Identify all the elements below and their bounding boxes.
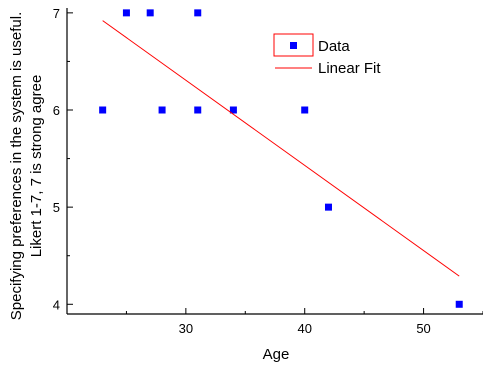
data-point xyxy=(158,106,166,114)
y-tick-label: 6 xyxy=(53,103,60,118)
data-point xyxy=(194,9,202,17)
x-tick-label: 40 xyxy=(297,321,311,336)
y-axis-title-line-1: Specifying preferences in the system is … xyxy=(8,12,25,320)
x-tick-label: 30 xyxy=(179,321,193,336)
data-point xyxy=(301,106,309,114)
data-point xyxy=(99,106,107,114)
x-tick-label: 50 xyxy=(416,321,430,336)
plot-area xyxy=(66,8,483,315)
legend-data-marker xyxy=(290,42,297,49)
data-point xyxy=(122,9,130,17)
data-point xyxy=(324,203,332,211)
data-point xyxy=(194,106,202,114)
data-point xyxy=(146,9,154,17)
legend: Data Linear Fit xyxy=(273,33,381,77)
legend-data-swatch-box xyxy=(273,33,314,57)
axis-ticks: 4 5 6 7 30 40 50 xyxy=(53,6,483,336)
y-axis-title-line-2: Likert 1-7, 7 is strong agree xyxy=(28,75,45,258)
data-point xyxy=(229,106,237,114)
data-marks xyxy=(99,9,463,308)
y-tick-label: 7 xyxy=(53,6,60,21)
linear-fit-line xyxy=(102,20,460,277)
x-axis-title: Age xyxy=(263,346,290,363)
y-tick-label: 5 xyxy=(53,200,60,215)
legend-label-data: Data xyxy=(318,38,350,55)
legend-label-linear-fit: Linear Fit xyxy=(318,60,381,77)
y-tick-label: 4 xyxy=(53,297,60,312)
data-point xyxy=(455,300,463,308)
